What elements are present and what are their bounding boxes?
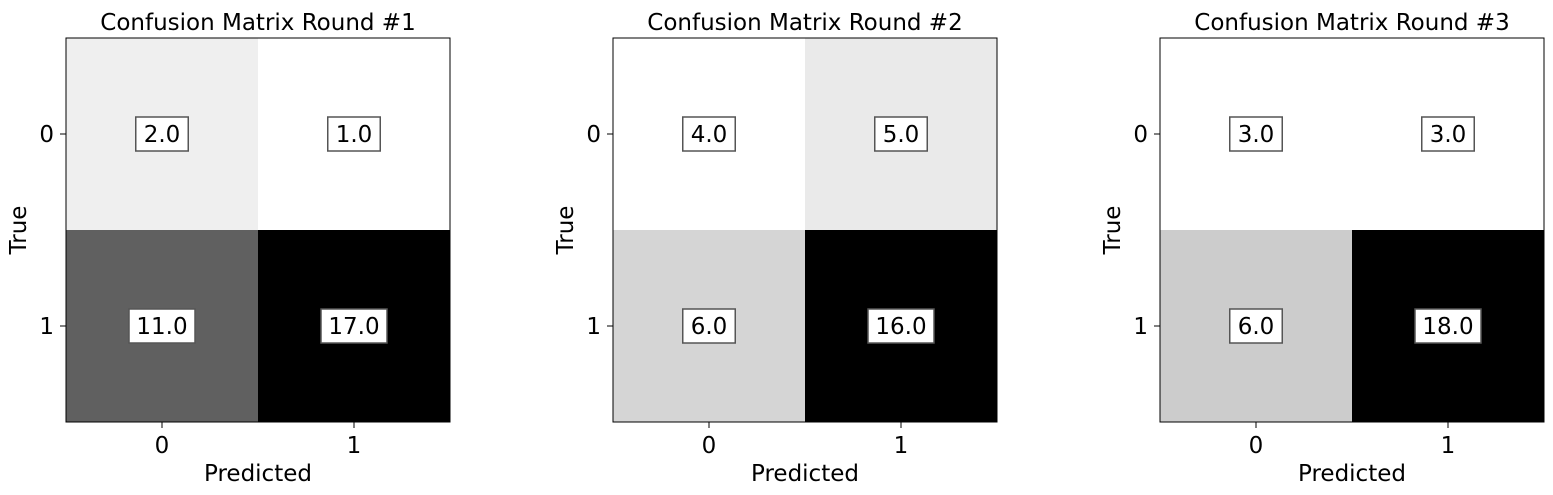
cell-value-box (1229, 308, 1283, 344)
x-tick-label: 1 (347, 433, 362, 459)
cell-value-label: 18.0 (1422, 314, 1473, 340)
heatmap-cells: 4.0 5.0 6.0 16.0 (613, 38, 997, 422)
x-tick-label: 0 (1249, 433, 1264, 459)
panel-title: Confusion Matrix Round #3 (1194, 10, 1509, 36)
cell-value-label: 4.0 (691, 122, 728, 148)
cell-value-label: 3.0 (1430, 122, 1467, 148)
y-axis-label: True (6, 206, 32, 256)
cell-value-label: 3.0 (1238, 122, 1275, 148)
cell-value-label: 16.0 (875, 314, 926, 340)
cell-value-box (1229, 116, 1283, 152)
plot-frame (65, 37, 451, 423)
cell-value-label: 17.0 (328, 314, 379, 340)
cell-value-label: 1.0 (336, 122, 373, 148)
cell-value-box (874, 116, 928, 152)
y-axis-label: True (553, 206, 579, 256)
confusion-matrix-panel-2: Confusion Matrix Round #2 4.0 5.06.0 16.0 … (553, 10, 998, 487)
cell-value-box (135, 116, 189, 152)
x-tick-label: 1 (1441, 433, 1456, 459)
confusion-matrix-panel-3: Confusion Matrix Round #3 3.0 3.06.0 18.0 … (1100, 10, 1545, 487)
plot-frame (612, 37, 998, 423)
y-tick-label: 0 (586, 122, 601, 148)
x-axis-label: Predicted (751, 461, 859, 487)
confusion-matrix-panel-1: Confusion Matrix Round #1 2.0 1.0 11.0 17.0… (6, 10, 451, 487)
cell-value-label: 6.0 (691, 314, 728, 340)
y-tick-label: 1 (586, 314, 601, 340)
panel-title: Confusion Matrix Round #2 (647, 10, 962, 36)
cell-value-box (327, 116, 381, 152)
cell-value-box (128, 308, 196, 344)
y-tick-label: 1 (1133, 314, 1148, 340)
axis-ticks: 0 1 0 1 (1133, 122, 1455, 459)
y-tick-label: 0 (1133, 122, 1148, 148)
cell-value-box (1421, 116, 1475, 152)
cell-value-label: 6.0 (1238, 314, 1275, 340)
x-axis-label: Predicted (204, 461, 312, 487)
cell-value-box (682, 308, 736, 344)
cell-value-label: 11.0 (136, 314, 187, 340)
heatmap-cells: 2.0 1.0 11.0 17.0 (66, 38, 450, 422)
cell-value-label: 2.0 (144, 122, 181, 148)
axis-ticks: 0 1 0 1 (586, 122, 908, 459)
plot-frame (1159, 37, 1545, 423)
cell-value-box (867, 308, 935, 344)
x-tick-label: 0 (155, 433, 170, 459)
x-axis-label: Predicted (1298, 461, 1406, 487)
cell-value-box (1414, 308, 1482, 344)
y-axis-label: True (1100, 206, 1126, 256)
cell-value-box (320, 308, 388, 344)
y-tick-label: 1 (39, 314, 54, 340)
heatmap-cells: 3.0 3.0 6.0 18.0 (1160, 38, 1544, 422)
panel-title: Confusion Matrix Round #1 (100, 10, 415, 36)
axis-ticks: 0 1 0 1 (39, 122, 361, 459)
cell-value-box (682, 116, 736, 152)
x-tick-label: 1 (894, 433, 909, 459)
y-tick-label: 0 (39, 122, 54, 148)
cell-value-label: 5.0 (883, 122, 920, 148)
x-tick-label: 0 (702, 433, 717, 459)
